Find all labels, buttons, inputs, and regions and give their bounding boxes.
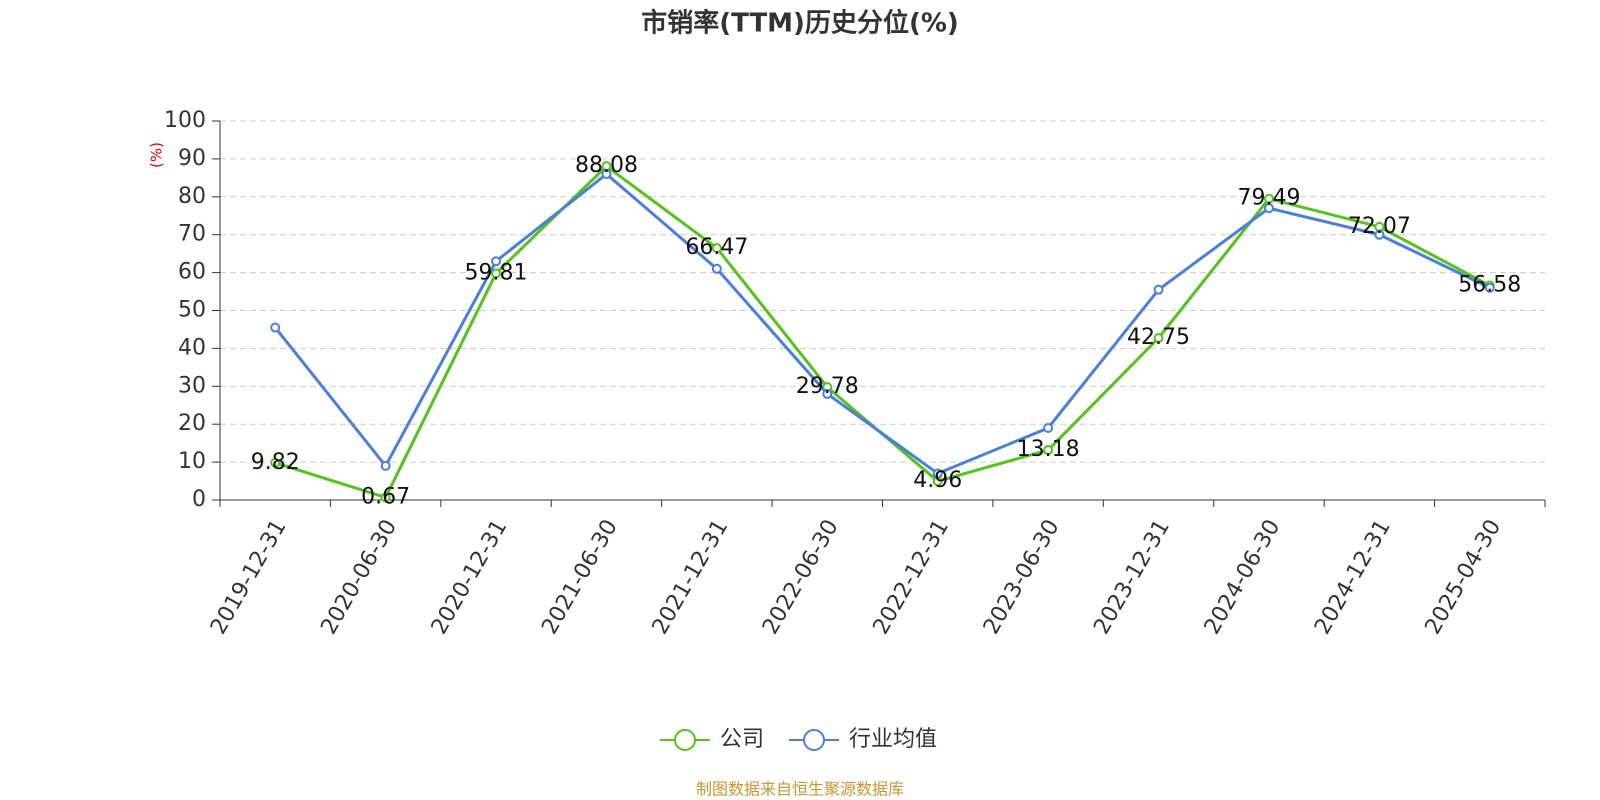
point (1043, 422, 1054, 433)
x-tick-label: 2021-06-30 (537, 516, 623, 639)
point (1043, 445, 1054, 456)
y-tick-label: 70 (178, 222, 206, 247)
value-label: 88.08 (575, 153, 638, 178)
x-tick-label: 2023-12-31 (1089, 516, 1175, 639)
legend-label: 公司 (720, 727, 764, 752)
y-tick-label: 20 (178, 411, 206, 436)
value-label: 59.81 (465, 260, 528, 285)
value-label: 13.18 (1017, 437, 1080, 462)
point (270, 322, 281, 333)
point (1374, 229, 1385, 240)
y-tick-label: 40 (178, 335, 206, 360)
y-tick-label: 60 (178, 260, 206, 285)
y-tick-label: 80 (178, 184, 206, 209)
y-tick-label: 50 (178, 298, 206, 323)
x-tick-label: 2020-12-31 (427, 516, 513, 639)
legend-marker (674, 729, 696, 751)
y-tick-label: 100 (164, 108, 206, 133)
y-tick-label: 90 (178, 146, 206, 171)
y-axis-label: (%) (148, 142, 166, 168)
value-label: 29.78 (796, 374, 859, 399)
y-tick-label: 0 (192, 487, 206, 512)
legend-marker (803, 729, 826, 751)
value-label: 42.75 (1127, 325, 1190, 350)
value-label: 56.58 (1458, 273, 1521, 298)
x-tick-label: 2019-12-31 (206, 516, 292, 639)
value-label: 72.07 (1348, 214, 1411, 239)
legend-label: 行业均值 (849, 727, 937, 752)
value-label: 0.67 (361, 484, 410, 509)
x-tick-label: 2025-04-30 (1421, 516, 1507, 639)
point (1263, 193, 1274, 204)
point (1153, 332, 1164, 343)
point (1484, 282, 1495, 293)
point (491, 256, 502, 267)
point (1153, 284, 1164, 295)
series-line (274, 172, 1491, 476)
point (711, 263, 722, 274)
point (380, 492, 391, 503)
value-label: 79.49 (1237, 186, 1300, 211)
point (822, 388, 833, 399)
point (491, 268, 502, 279)
x-tick-label: 2022-06-30 (758, 516, 844, 639)
value-label: 66.47 (685, 235, 748, 260)
x-tick-label: 2022-12-31 (869, 516, 955, 639)
x-tick-label: 2024-06-30 (1200, 516, 1286, 639)
point (380, 460, 391, 471)
value-label: 9.82 (251, 450, 300, 475)
point (601, 169, 612, 180)
point (932, 468, 943, 479)
x-tick-label: 2023-06-30 (979, 516, 1065, 639)
chart-title: 市销率(TTM)历史分位(%) (641, 8, 959, 39)
point (1263, 203, 1274, 214)
x-tick-label: 2020-06-30 (316, 516, 402, 639)
value-label: 4.96 (913, 468, 962, 493)
y-tick-label: 10 (178, 449, 206, 474)
point (270, 457, 281, 468)
x-tick-label: 2021-12-31 (648, 516, 734, 639)
source-note: 制图数据来自恒生聚源数据库 (696, 780, 904, 799)
point (711, 243, 722, 254)
y-tick-label: 30 (178, 373, 206, 398)
x-tick-label: 2024-12-31 (1310, 516, 1396, 639)
